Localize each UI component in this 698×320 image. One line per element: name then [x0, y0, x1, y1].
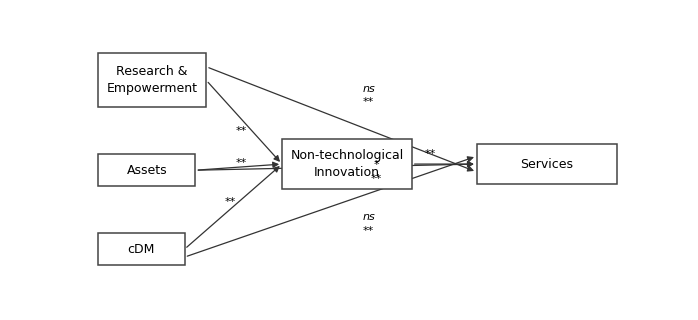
- Text: Assets: Assets: [126, 164, 167, 177]
- Text: ns: ns: [362, 212, 375, 222]
- FancyBboxPatch shape: [282, 140, 412, 189]
- FancyBboxPatch shape: [98, 53, 207, 108]
- Text: **: **: [225, 197, 236, 207]
- Text: Services: Services: [521, 157, 574, 171]
- Text: **: **: [425, 149, 436, 159]
- Text: **: **: [363, 226, 374, 236]
- Text: Research &
Empowerment: Research & Empowerment: [107, 65, 198, 95]
- FancyBboxPatch shape: [477, 144, 618, 184]
- Text: Non-technological
Innovation: Non-technological Innovation: [290, 149, 403, 179]
- Text: **: **: [371, 174, 383, 184]
- Text: **: **: [363, 97, 374, 108]
- Text: **: **: [236, 158, 247, 168]
- FancyBboxPatch shape: [98, 233, 184, 265]
- Text: **: **: [236, 126, 247, 136]
- FancyBboxPatch shape: [98, 154, 195, 186]
- Text: *: *: [374, 160, 380, 170]
- Text: ns: ns: [362, 84, 375, 94]
- Text: cDM: cDM: [128, 243, 155, 256]
